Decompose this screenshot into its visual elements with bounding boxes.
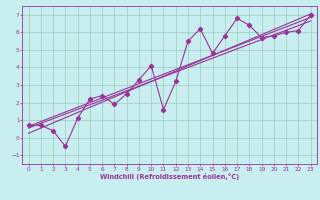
X-axis label: Windchill (Refroidissement éolien,°C): Windchill (Refroidissement éolien,°C) (100, 173, 239, 180)
